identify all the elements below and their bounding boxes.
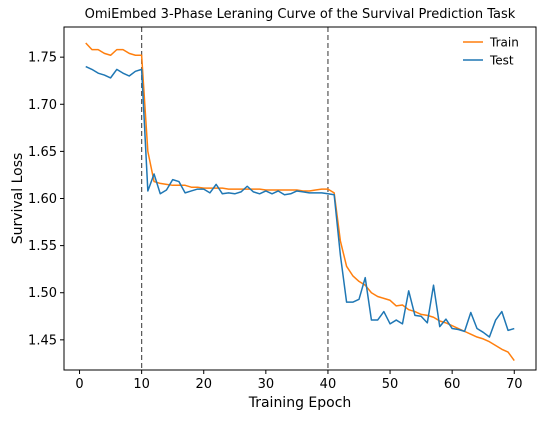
series-line-train [85,42,515,362]
y-tick-label: 1.45 [28,333,57,348]
y-tick-label: 1.50 [28,286,57,301]
legend-label-train: Train [489,36,519,50]
series-line-test [85,65,515,338]
x-tick-label: 30 [258,377,275,392]
legend: Train Test [463,36,519,68]
y-axis-title: Survival Loss [10,153,26,245]
y-tick-label: 1.70 [28,98,57,113]
y-tick-label: 1.60 [28,192,57,207]
x-tick-label: 70 [506,377,523,392]
legend-label-test: Test [489,54,514,68]
series-layer [85,42,515,362]
x-tick-label: 20 [195,377,212,392]
chart-title: OmiEmbed 3-Phase Leraning Curve of the S… [85,7,516,22]
x-axis-title: Training Epoch [248,395,352,411]
x-tick-label: 0 [75,377,83,392]
vline-layer [141,27,329,370]
x-tick-label: 60 [444,377,461,392]
y-tick-label: 1.55 [28,239,57,254]
axes-layer: 0 10 20 30 40 50 60 70 1.45 1.50 1.55 1.60 1.65 1.70 1… [28,51,522,392]
y-tick-label: 1.75 [28,51,57,66]
x-tick-label: 10 [133,377,150,392]
y-tick-label: 1.65 [28,145,57,160]
x-tick-label: 50 [382,377,399,392]
x-tick-label: 40 [320,377,337,392]
plot-frame [63,26,537,371]
